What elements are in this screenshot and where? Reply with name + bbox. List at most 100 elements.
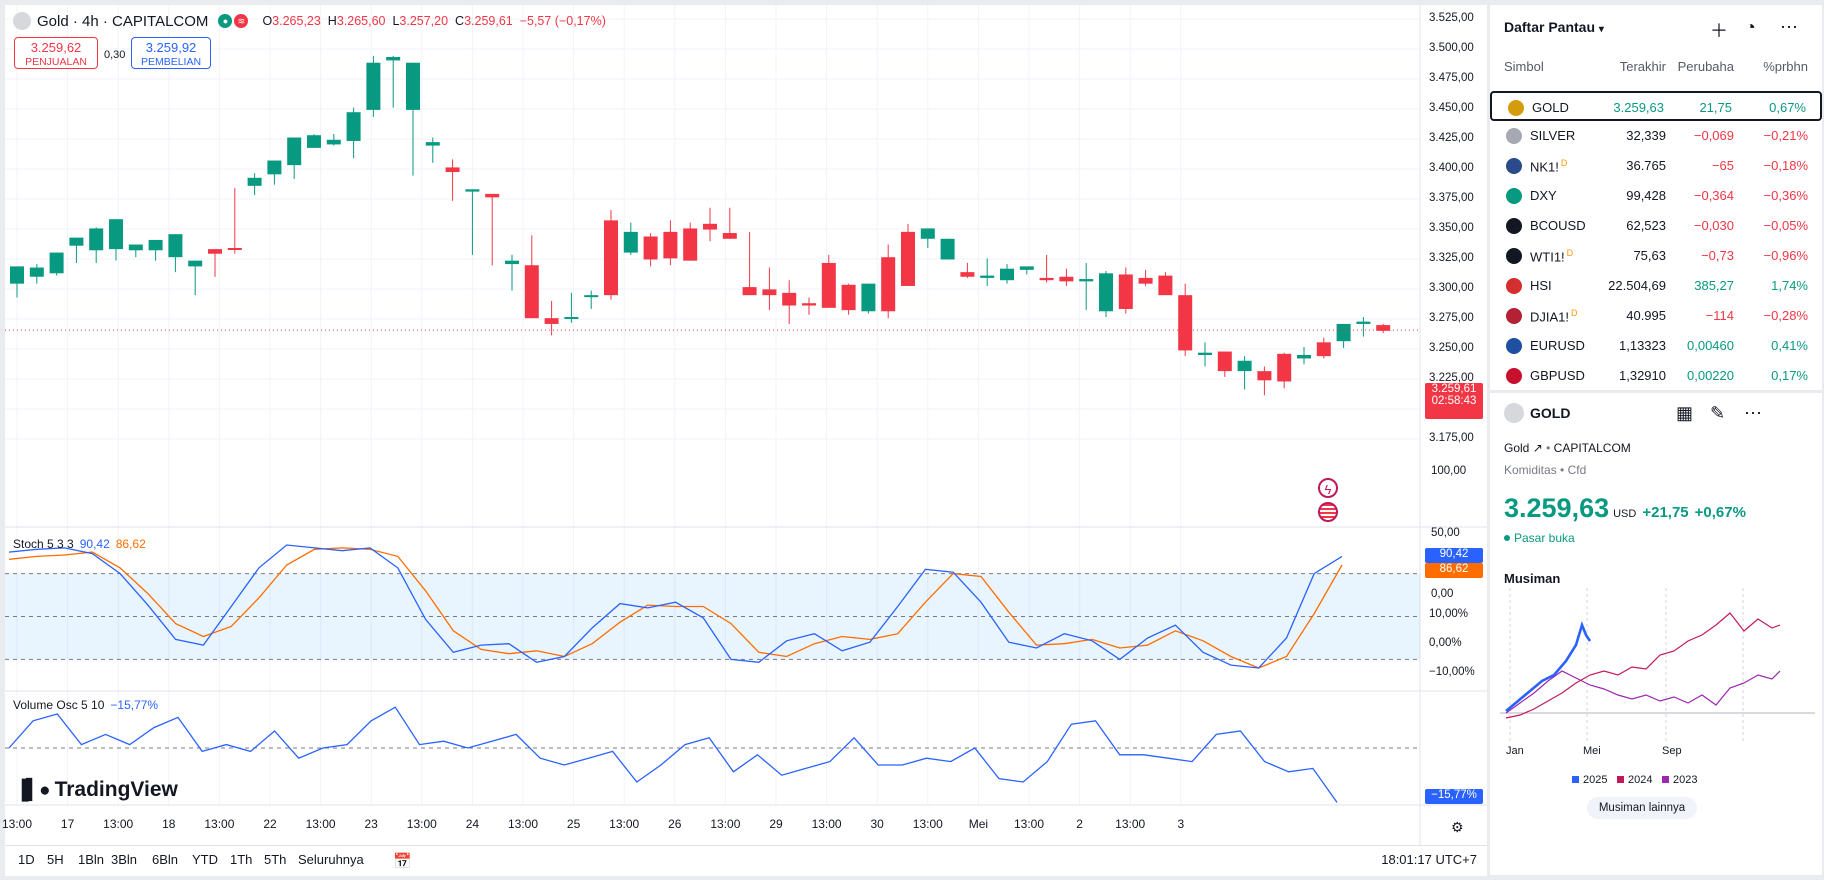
external-link-icon[interactable]: ↗ [1532, 441, 1543, 455]
candle [960, 262, 975, 278]
column-change[interactable]: Perubaha [1677, 59, 1734, 74]
candle [1039, 254, 1054, 283]
clock[interactable]: 18:01:17 UTC+7 [1381, 852, 1477, 867]
watchlist-row-nk1[interactable]: NK1! D 36.765 −65 −0,18% [1490, 151, 1822, 181]
candle [29, 264, 44, 284]
more-seasonals-button[interactable]: Musiman lainnya [1587, 797, 1697, 819]
candle [425, 137, 440, 163]
watchlist-change-percent: 1,74% [1771, 278, 1808, 293]
candle [841, 283, 856, 315]
range-button-5h[interactable]: 5H [47, 852, 64, 867]
advanced-view-icon[interactable]: ◔ [1745, 17, 1756, 37]
detail-symbol[interactable]: GOLD [1530, 405, 1571, 421]
column-symbol[interactable]: Simbol [1504, 59, 1544, 74]
range-button-1th[interactable]: 1Th [230, 852, 253, 867]
watchlist-row-silver[interactable]: SILVER 32,339 −0,069 −0,21% [1490, 121, 1822, 151]
candle [485, 193, 500, 266]
price-axis-label: 3.175,00 [1429, 432, 1474, 444]
range-button-3bln[interactable]: 3Bln [111, 852, 138, 867]
buy-button[interactable]: 3.259,92 PEMBELIAN [131, 37, 211, 69]
range-button-1bln[interactable]: 1Bln [78, 852, 105, 867]
edit-icon[interactable]: ✎ [1710, 403, 1726, 423]
range-button-6bln[interactable]: 6Bln [152, 852, 179, 867]
watchlist-row-hsi[interactable]: HSI 22.504,69 385,27 1,74% [1490, 271, 1822, 301]
detail-name[interactable]: Gold [1504, 441, 1530, 455]
volume-osc-axis-label: 10,00% [1429, 608, 1469, 620]
price-axis-label: 3.525,00 [1429, 12, 1474, 24]
candle [128, 244, 143, 258]
watchlist-title[interactable]: Daftar Pantau ▾ [1504, 19, 1604, 35]
candle [247, 173, 262, 196]
watchlist-last: 36.765 [1626, 158, 1666, 173]
chart-panel[interactable]: Gold · 4h · CAPITALCOM ● ≋ O3.265,23 H3.… [2, 5, 1487, 876]
eurusd-logo-icon [1506, 338, 1522, 354]
settings-gear-icon[interactable]: ⚙ [1451, 819, 1464, 835]
watchlist-symbol: GOLD [1532, 100, 1569, 115]
market-status: Pasar buka [1504, 531, 1575, 545]
range-button-seluruhnya[interactable]: Seluruhnya [298, 852, 364, 867]
price-axis-label: 3.450,00 [1429, 102, 1474, 114]
detail-name-line: Gold ↗ • CAPITALCOM [1504, 441, 1631, 455]
seasonal-month-label: Jan [1506, 745, 1524, 757]
column-change-percent[interactable]: %prbhn [1763, 59, 1808, 74]
us-flag-event-icon[interactable] [1318, 502, 1338, 522]
candle [89, 227, 104, 263]
candle [227, 188, 242, 254]
detail-more-icon[interactable]: ⋯ [1744, 403, 1762, 423]
watchlist-row-gbpusd[interactable]: GBPUSD 1,32910 0,00220 0,17% [1490, 361, 1822, 391]
volume-osc-axis-label: 0,00% [1429, 637, 1462, 649]
more-options-icon[interactable]: ⋯ [1780, 17, 1798, 37]
candle [1316, 337, 1331, 359]
watchlist-row-bcousd[interactable]: BCOUSD 62,523 −0,030 −0,05% [1490, 211, 1822, 241]
watchlist-last: 75,63 [1633, 248, 1666, 263]
watchlist-symbol: GBPUSD [1530, 368, 1585, 383]
add-symbol-icon[interactable]: ＋ [1710, 21, 1728, 41]
tradingview-logo[interactable]: ▐▍● TradingView [15, 778, 178, 802]
seasonal-legend-2023[interactable]: 2023 [1662, 774, 1697, 786]
sell-button[interactable]: 3.259,62 PENJUALAN [14, 37, 98, 69]
watchlist-change-percent: −0,05% [1763, 218, 1808, 233]
watchlist-change: −0,030 [1693, 218, 1734, 233]
chart-canvas[interactable] [5, 5, 1487, 845]
seasonal-chart[interactable] [1490, 583, 1822, 783]
watchlist-change-percent: 0,17% [1771, 368, 1808, 383]
volume-osc-legend[interactable]: Volume Osc 5 10 −15,77% [13, 698, 159, 712]
calendar-goto-icon[interactable]: 📅 [393, 853, 412, 870]
candle [208, 249, 222, 277]
watchlist-row-djia1[interactable]: DJIA1! D 40.995 −114 −0,28% [1490, 301, 1822, 331]
price-axis-label: 3.325,00 [1429, 252, 1474, 264]
range-button-5th[interactable]: 5Th [264, 852, 287, 867]
time-axis-label: 13:00 [1115, 817, 1146, 831]
time-axis-label: 13:00 [710, 817, 741, 831]
delayed-badge: D [1560, 158, 1568, 168]
watchlist-row-gold[interactable]: GOLD 3.259,63 21,75 0,67% [1490, 91, 1822, 121]
watchlist-row-dxy[interactable]: DXY 99,428 −0,364 −0,36% [1490, 181, 1822, 211]
candle [445, 159, 460, 201]
watchlist-row-eurusd[interactable]: EURUSD 1,13323 0,00460 0,41% [1490, 331, 1822, 361]
price-axis-label: 3.375,00 [1429, 192, 1474, 204]
price-axis-label: 3.300,00 [1429, 282, 1474, 294]
silver-logo-icon [1506, 128, 1522, 144]
market-open-icon: ● [218, 14, 233, 28]
column-last[interactable]: Terakhir [1619, 59, 1666, 74]
lightning-event-icon[interactable]: ϟ [1318, 478, 1338, 498]
seasonal-title[interactable]: Musiman [1504, 571, 1561, 586]
chevron-down-icon: ▾ [1598, 24, 1604, 35]
market-status-badges[interactable]: ● ≋ [218, 14, 249, 28]
candle [1257, 366, 1272, 396]
watchlist-symbol: DXY [1530, 188, 1557, 203]
range-button-ytd[interactable]: YTD [192, 852, 218, 867]
time-axis-label: Mei [968, 817, 989, 831]
candle [881, 244, 896, 319]
range-button-1d[interactable]: 1D [18, 852, 35, 867]
watchlist-row-wti1[interactable]: WTI1! D 75,63 −0,73 −0,96% [1490, 241, 1822, 271]
seasonal-legend-2025[interactable]: 2025 [1572, 774, 1607, 786]
candle [1099, 271, 1113, 318]
seasonal-legend-2024[interactable]: 2024 [1617, 774, 1652, 786]
price-axis-label: 3.475,00 [1429, 72, 1474, 84]
grid-view-icon[interactable]: ▦ [1676, 403, 1694, 423]
chart-title[interactable]: Gold · 4h · CAPITALCOM [37, 12, 209, 30]
candle [465, 189, 480, 255]
stoch-legend[interactable]: Stoch 5 3 3 90,42 86,62 [13, 537, 146, 551]
watchlist-change-percent: 0,67% [1769, 100, 1806, 115]
